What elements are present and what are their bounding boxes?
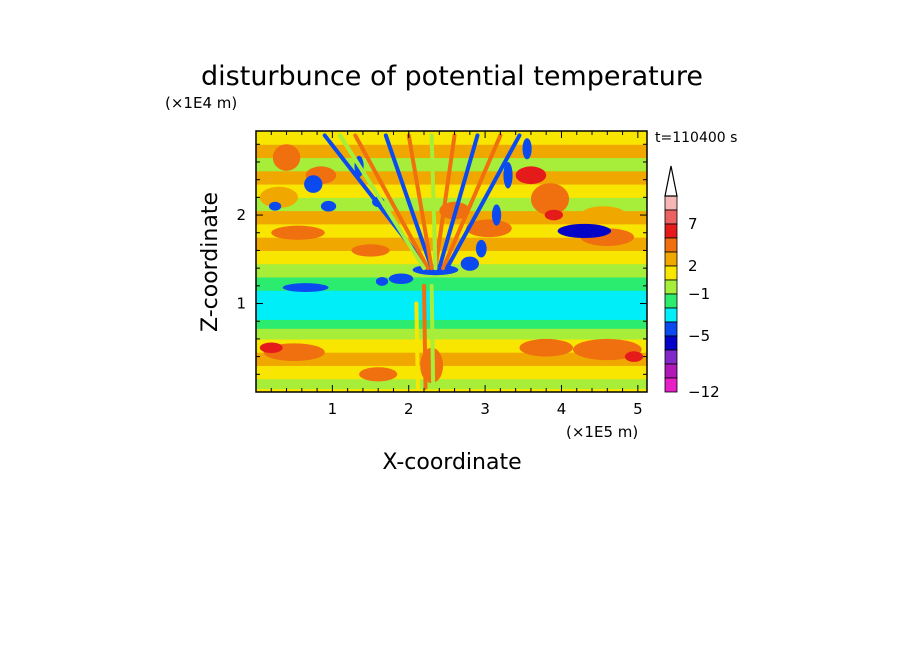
contour-blob-1 — [272, 144, 301, 171]
contour-band-1 — [256, 378, 647, 389]
wave-streak-12 — [414, 301, 420, 390]
contour-blob-6 — [466, 219, 512, 238]
wave-streak-11 — [429, 283, 436, 390]
colorbar-segment-5 — [664, 265, 678, 281]
plot-area — [256, 131, 647, 392]
contour-blob-9 — [580, 206, 627, 224]
wave-streak-3 — [406, 133, 434, 271]
contour-band-5 — [256, 328, 647, 340]
colorbar-label-2: −1 — [688, 285, 710, 303]
colorbar-segment-7 — [664, 293, 678, 309]
contour-band-6 — [256, 319, 647, 329]
contour-band-2 — [256, 365, 647, 380]
contour-blob-25 — [460, 256, 479, 271]
colorbar-label-1: 2 — [688, 257, 698, 275]
time-label: t=110400 s — [655, 130, 737, 146]
wave-streak-10 — [422, 283, 428, 390]
wave-streak-1 — [353, 133, 430, 271]
wave-streak-6 — [441, 133, 503, 271]
x-tick-label-3: 3 — [480, 400, 490, 418]
colorbar: 7 2 −1 −5 −12 — [664, 165, 720, 401]
contour-blob-4 — [351, 244, 390, 257]
contour-blob-13 — [359, 367, 398, 382]
contour-blob-30 — [557, 223, 612, 239]
wave-streak-8 — [338, 133, 427, 271]
colorbar-segment-10 — [664, 335, 678, 351]
contour-blob-21 — [282, 283, 329, 293]
colorbar-segment-9 — [664, 321, 678, 337]
colorbar-segment-13 — [664, 377, 678, 393]
contour-blob-29 — [522, 138, 532, 160]
contour-blob-32 — [624, 351, 644, 362]
contour-blob-28 — [503, 161, 513, 189]
plot-frame — [255, 130, 648, 393]
wave-streak-5 — [437, 133, 480, 271]
colorbar-segment-2 — [664, 223, 678, 239]
y-tick-label-1: 1 — [236, 295, 246, 313]
colorbar-extend-arrow — [664, 165, 678, 197]
axis-ticks — [256, 131, 647, 392]
x-tick-label-2: 2 — [404, 400, 414, 418]
contour-band-7 — [256, 303, 647, 320]
colorbar-label-4: −12 — [688, 383, 720, 401]
colorbar-segment-12 — [664, 363, 678, 379]
contour-blob-31 — [259, 342, 283, 354]
colorbar-segment-11 — [664, 349, 678, 365]
contour-band-0 — [256, 388, 647, 392]
colorbar-segment-3 — [664, 237, 678, 253]
x-tick-label-5: 5 — [633, 400, 643, 418]
contour-blob-23 — [388, 273, 414, 285]
chart-title: disturbunce of potential temperature — [201, 61, 703, 92]
colorbar-label-0: 7 — [688, 215, 698, 233]
contour-band-9 — [256, 276, 647, 291]
colorbar-segment-4 — [664, 251, 678, 267]
contour-blob-16 — [268, 201, 282, 211]
wave-streak-2 — [383, 133, 434, 271]
x-axis-label: X-coordinate — [382, 450, 521, 475]
colorbar-segment-0 — [664, 195, 678, 211]
colorbar-segment-1 — [664, 209, 678, 225]
wave-streak-9 — [429, 133, 438, 271]
contour-blob-7 — [530, 183, 570, 216]
x-tick-label-1: 1 — [328, 400, 338, 418]
y-tick-label-2: 2 — [236, 206, 246, 224]
contour-blob-8 — [515, 166, 547, 185]
contour-band-8 — [256, 290, 647, 305]
wave-streak-7 — [444, 133, 522, 271]
contour-blob-10 — [572, 338, 642, 361]
wave-streak-4 — [433, 133, 457, 271]
colorbar-segment-6 — [664, 279, 678, 295]
contour-blob-11 — [519, 338, 573, 357]
contour-blob-27 — [491, 204, 502, 226]
contour-blob-17 — [304, 175, 323, 193]
contour-blob-22 — [375, 276, 389, 286]
contour-blob-0 — [259, 186, 299, 208]
contour-blob-33 — [544, 209, 563, 221]
contour-blob-3 — [271, 225, 325, 240]
colorbar-label-3: −5 — [688, 327, 710, 345]
colorbar-segment-8 — [664, 307, 678, 323]
y-axis-label: Z-coordinate — [198, 192, 223, 332]
x-tick-label-4: 4 — [557, 400, 567, 418]
y-unit-label: (×1E4 m) — [165, 94, 237, 112]
contour-blob-26 — [475, 239, 487, 258]
x-unit-label: (×1E5 m) — [566, 423, 638, 441]
contour-blob-18 — [320, 200, 337, 212]
